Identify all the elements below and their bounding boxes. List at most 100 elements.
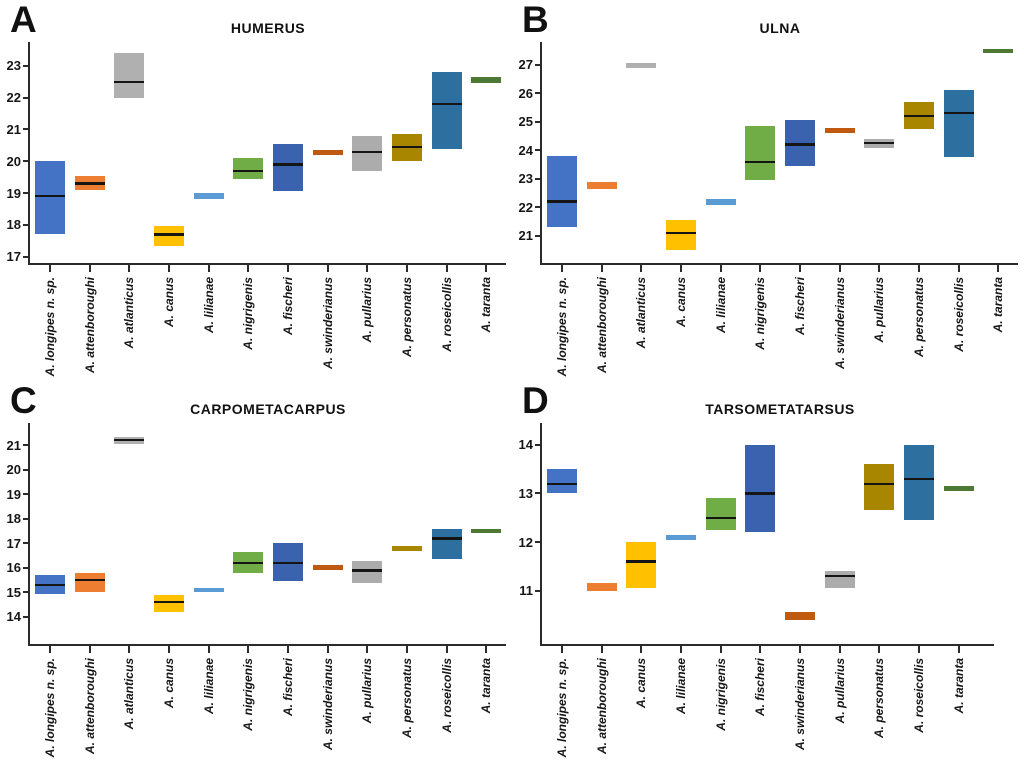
x-tick (917, 646, 920, 653)
x-tick-label: A. pullarius (872, 277, 887, 343)
panel-letter: C (10, 380, 37, 421)
x-tick-label: A. pullarius (360, 658, 375, 724)
y-tick-label: 26 (518, 85, 533, 101)
y-tick (535, 541, 540, 543)
y-tick-label: 13 (518, 485, 533, 501)
x-tick-label: A. nigrigenis (241, 658, 256, 731)
x-tick-label: A. roseicollis (951, 277, 966, 352)
x-tick-label: A. lilianae (201, 277, 216, 334)
y-tick-label: 14 (518, 437, 533, 453)
range-bar (193, 587, 224, 592)
y-axis (28, 423, 30, 646)
range-bar (233, 158, 264, 179)
x-tick-label: A. taranta (991, 277, 1006, 333)
median-line (153, 233, 184, 236)
x-tick (759, 646, 762, 653)
range-bar (391, 545, 422, 551)
range-bar (903, 444, 934, 521)
y-tick-label: 11 (519, 583, 533, 599)
range-bar (312, 565, 343, 571)
x-tick-label: A. swinderianus (832, 277, 847, 370)
range-bar (665, 220, 696, 251)
x-tick (167, 646, 170, 653)
x-tick-label: A. canus (634, 658, 649, 709)
range-bar (272, 143, 303, 192)
x-tick (326, 265, 329, 272)
panel-letter: A (10, 0, 37, 40)
y-tick (535, 589, 540, 592)
x-tick-label: A. nigrigenis (241, 277, 256, 350)
range-bar (626, 542, 657, 589)
y-tick-label: 18 (6, 217, 21, 233)
y-tick (23, 468, 28, 471)
x-tick-label: A. attenboroughi (594, 658, 609, 754)
x-tick-label: A. personatus (872, 658, 887, 739)
x-tick-label: A. fischeri (280, 658, 295, 717)
y-tick (23, 128, 28, 131)
x-tick (286, 646, 289, 653)
x-tick (957, 646, 960, 653)
median-line (391, 145, 422, 149)
x-tick (917, 265, 920, 272)
range-bar (943, 90, 974, 158)
y-tick (535, 63, 540, 66)
x-tick (128, 646, 131, 653)
y-tick (23, 192, 28, 195)
plot-area-D: 11 12 13 14 A. longipes n. sp. A. attenboroug… (519, 423, 1018, 757)
median-line (864, 482, 895, 485)
x-tick-label: A. roseicollis (439, 658, 454, 733)
x-tick (366, 265, 369, 272)
x-tick-label: A. canus (673, 277, 688, 328)
x-tick-label: A. fischeri (753, 658, 768, 717)
x-tick (247, 265, 250, 272)
y-tick (23, 64, 28, 67)
y-tick-label: 20 (6, 153, 21, 169)
y-tick (23, 223, 28, 226)
x-tick-label: A. swinderianus (792, 658, 807, 751)
range-bar (626, 63, 657, 68)
x-tick-label: A. lilianae (713, 277, 728, 334)
range-bar (546, 469, 577, 494)
median-line (74, 578, 105, 582)
median-line (34, 195, 65, 198)
x-tick-label: A. roseicollis (439, 277, 454, 352)
range-bar (153, 594, 184, 613)
x-tick-label: A. personatus (399, 658, 414, 739)
range-bar (471, 528, 502, 533)
x-tick-label: A. swinderianus (320, 658, 335, 751)
range-bar (352, 135, 383, 171)
x-tick (600, 646, 603, 653)
median-line (745, 160, 776, 163)
x-tick (445, 265, 448, 272)
median-line (114, 80, 145, 83)
median-line (626, 560, 657, 563)
x-tick (167, 265, 170, 272)
x-tick-label: A. atlanticus (122, 277, 137, 349)
y-axis (28, 42, 30, 265)
y-tick-label: 15 (6, 584, 21, 600)
panel-humerus: A HUMERUS 17 18 19 20 21 22 23 A. longipes n. s… (0, 0, 512, 381)
x-tick (838, 646, 841, 653)
chart-title: ULNA (759, 20, 801, 36)
x-tick-label: A. longipes n. sp. (42, 658, 57, 758)
y-tick-label: 21 (6, 437, 21, 453)
x-tick (207, 265, 210, 272)
x-tick-label: A. canus (161, 277, 176, 328)
x-tick (759, 265, 762, 272)
median-line (903, 114, 934, 118)
range-bar (824, 127, 855, 134)
x-tick (128, 265, 131, 272)
x-tick-label: A. longipes n. sp. (554, 277, 569, 377)
x-axis (540, 644, 995, 646)
x-tick (600, 265, 603, 272)
x-tick (838, 265, 841, 272)
median-line (546, 200, 577, 203)
x-tick-label: A. pullarius (832, 658, 847, 724)
y-tick (535, 443, 540, 446)
range-bar (471, 76, 502, 84)
x-tick-label: A. longipes n. sp. (42, 277, 57, 377)
x-tick-label: A. attenboroughi (82, 277, 97, 373)
x-tick (719, 646, 722, 653)
range-bar (193, 193, 224, 200)
x-tick-label: A. personatus (399, 277, 414, 358)
